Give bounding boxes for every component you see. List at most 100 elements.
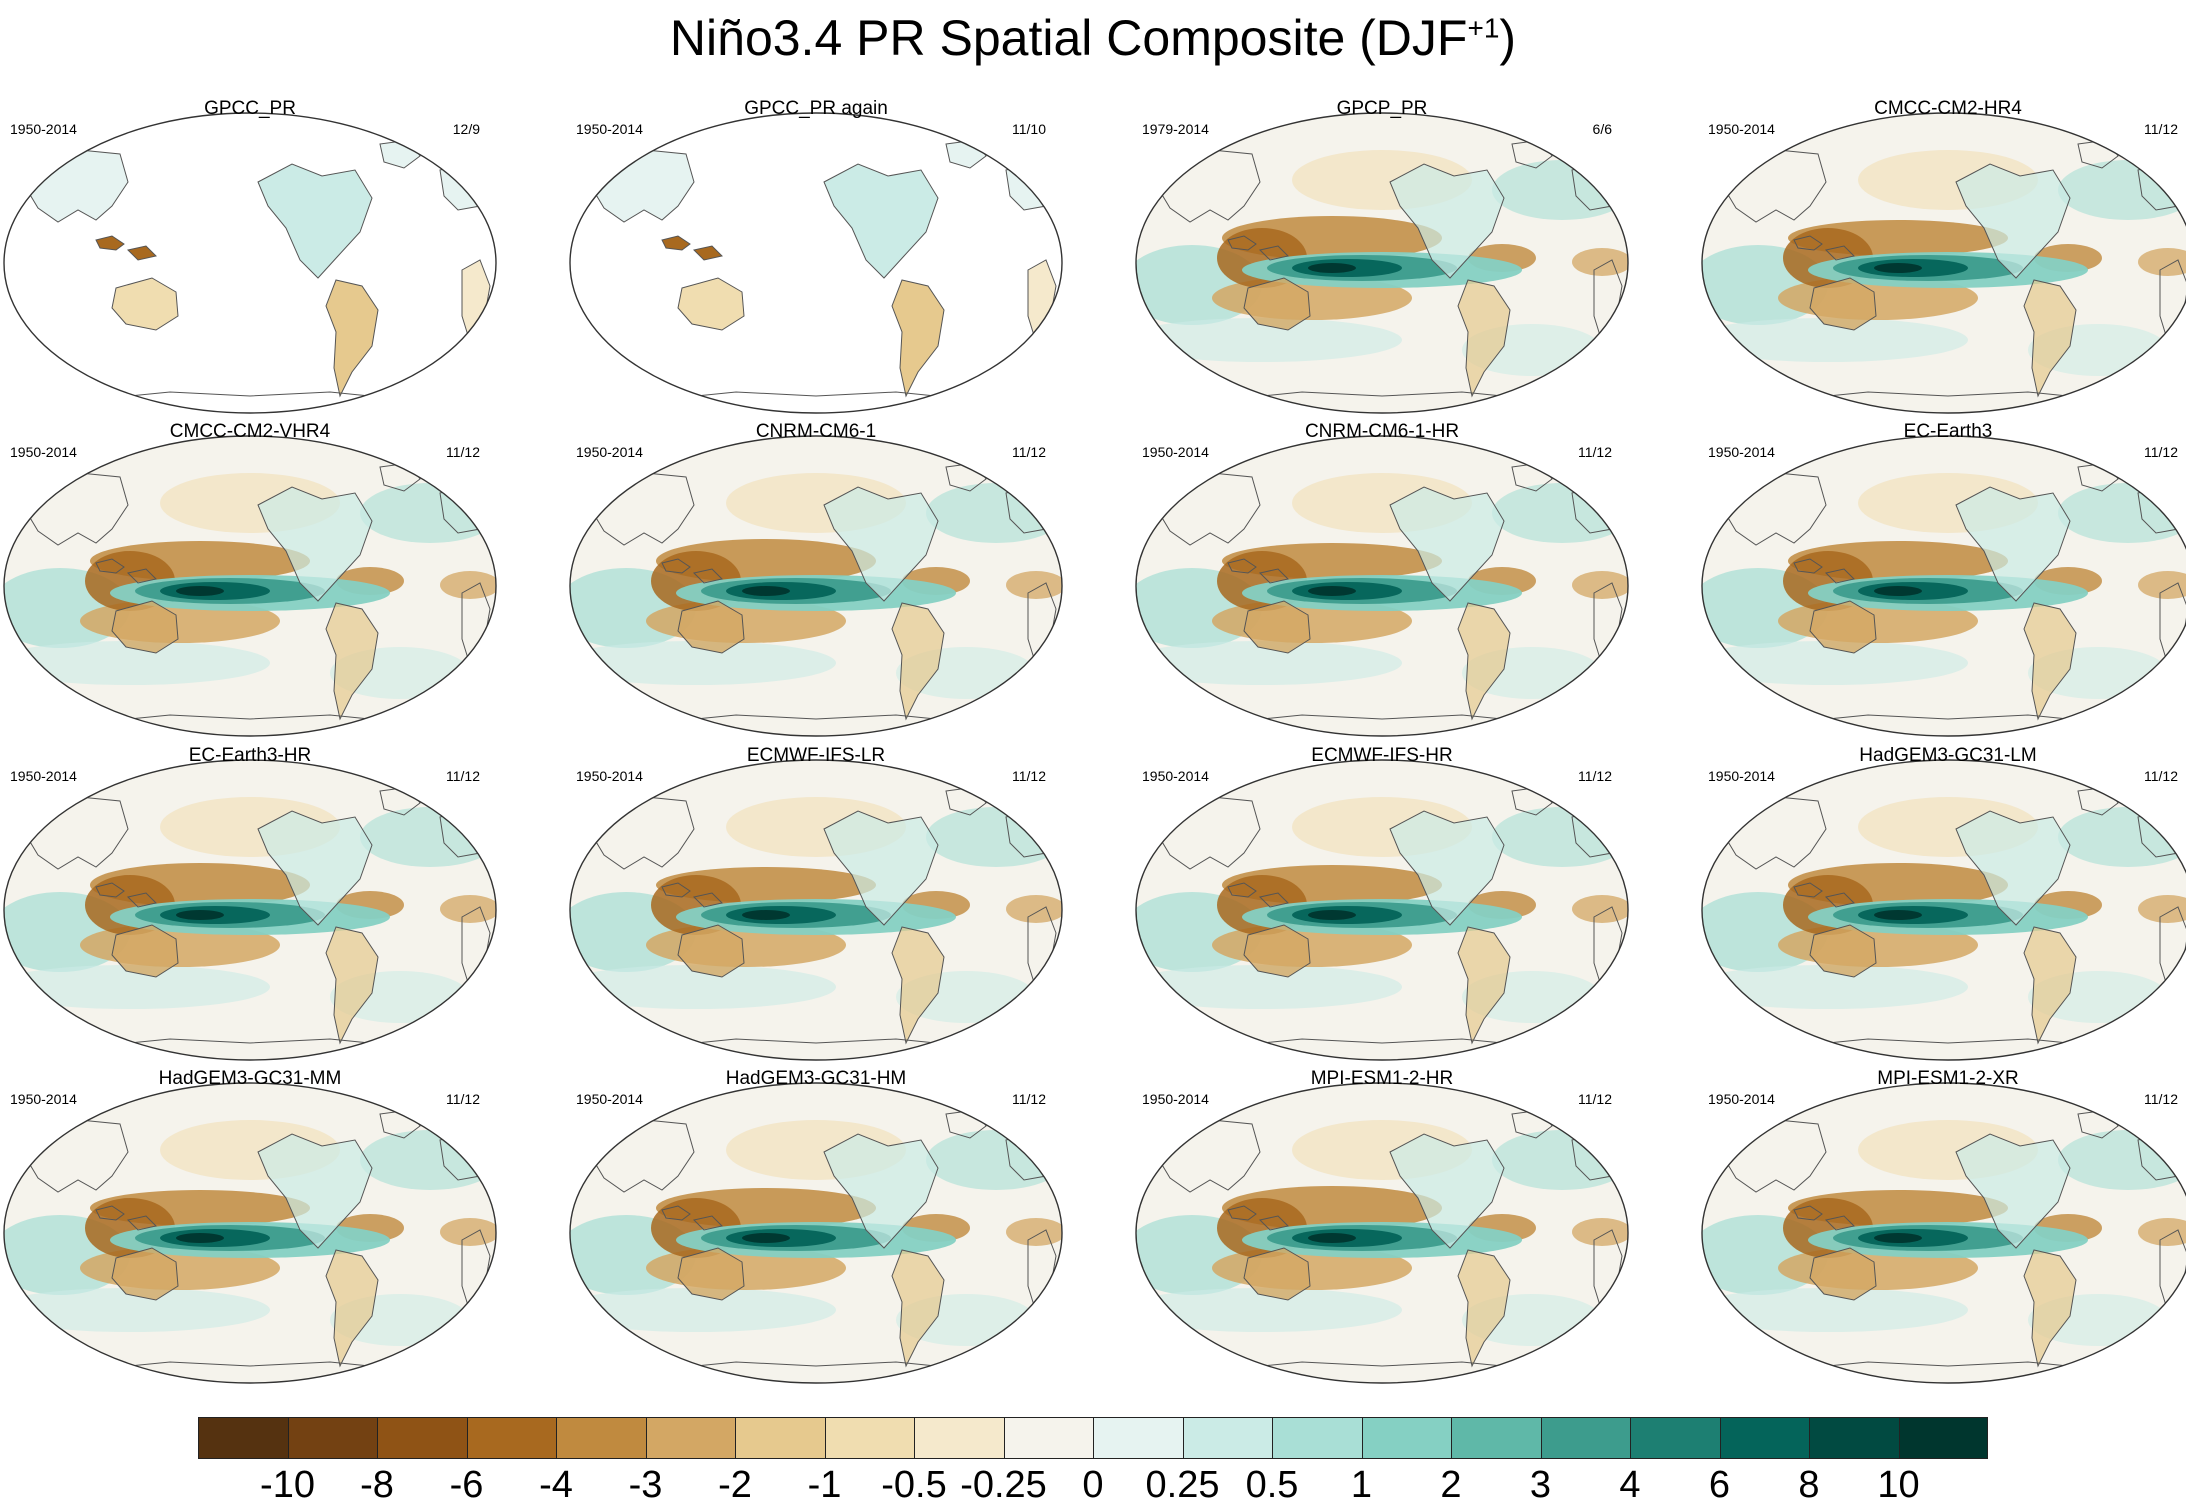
panel-title: MPI-ESM1-2-XR bbox=[1877, 1068, 2019, 1089]
panel-years: 1950-2014 bbox=[1142, 1091, 1209, 1107]
map-border bbox=[1135, 759, 1629, 1061]
world-map bbox=[1135, 759, 1629, 1061]
colorbar-swatch bbox=[1451, 1417, 1542, 1459]
colorbar-swatch bbox=[735, 1417, 826, 1459]
title-main: Niño3.4 PR Spatial Composite (DJF bbox=[669, 10, 1468, 66]
world-map bbox=[3, 435, 497, 737]
map-panel: CMCC-CM2-VHR4 1950-2014 11/12 bbox=[0, 421, 500, 739]
panel-count: 11/12 bbox=[1578, 768, 1612, 784]
colorbar-swatch bbox=[914, 1417, 1005, 1459]
world-map bbox=[569, 112, 1063, 414]
panel-title: ECMWF-IFS-LR bbox=[746, 745, 886, 766]
colorbar-tick-label: 3 bbox=[1529, 1464, 1552, 1506]
panel-title: HadGEM3-GC31-MM bbox=[158, 1068, 342, 1089]
panel-title: GPCC_PR bbox=[204, 98, 296, 119]
colorbar-tick-label: -8 bbox=[360, 1464, 394, 1506]
map-panel: MPI-ESM1-2-XR 1950-2014 11/12 bbox=[1698, 1068, 2186, 1386]
panel-title: CNRM-CM6-1 bbox=[755, 421, 877, 442]
world-map bbox=[569, 759, 1063, 1061]
colorbar-swatch bbox=[556, 1417, 647, 1459]
panel-years: 1950-2014 bbox=[576, 768, 643, 784]
map-border bbox=[1701, 435, 2186, 737]
panel-count: 11/12 bbox=[2144, 121, 2178, 137]
world-map bbox=[1135, 1082, 1629, 1384]
colorbar-swatch bbox=[824, 1417, 915, 1459]
map-panel: GPCC_PR 1950-2014 12/9 bbox=[0, 98, 500, 416]
panel-title: HadGEM3-GC31-LM bbox=[1859, 745, 2037, 766]
panel-title: MPI-ESM1-2-HR bbox=[1310, 1068, 1454, 1089]
map-border bbox=[1701, 112, 2186, 414]
map-border bbox=[3, 759, 497, 1061]
colorbar-tick-label: -10 bbox=[260, 1464, 315, 1506]
map-border bbox=[569, 435, 1063, 737]
map-panel: HadGEM3-GC31-HM 1950-2014 11/12 bbox=[566, 1068, 1066, 1386]
panel-title: EC-Earth3-HR bbox=[188, 745, 312, 766]
panel-title: ECMWF-IFS-HR bbox=[1311, 745, 1453, 766]
colorbar-tick-label: -0.25 bbox=[960, 1464, 1047, 1506]
world-map bbox=[1701, 112, 2186, 414]
world-map bbox=[1701, 759, 2186, 1061]
map-panel: ECMWF-IFS-LR 1950-2014 11/12 bbox=[566, 745, 1066, 1063]
world-map bbox=[569, 1082, 1063, 1384]
panel-years: 1950-2014 bbox=[10, 121, 77, 137]
colorbar-tick-label: 2 bbox=[1440, 1464, 1462, 1506]
colorbar-labels: -10 -8 -6 -4 -3 -2 -1 -0.5 -0.25 0 0.25 0.5 1 2 3 4 6 8 10 bbox=[198, 1463, 1988, 1509]
map-border bbox=[3, 435, 497, 737]
panel-years: 1950-2014 bbox=[1142, 768, 1209, 784]
panel-count: 11/12 bbox=[1012, 768, 1046, 784]
panel-title: EC-Earth3 bbox=[1903, 421, 1993, 442]
panel-title: GPCP_PR bbox=[1336, 98, 1428, 119]
panel-title: CMCC-CM2-HR4 bbox=[1874, 98, 2022, 119]
coastlines bbox=[1723, 786, 2186, 1048]
world-map bbox=[569, 435, 1063, 737]
map-border bbox=[569, 759, 1063, 1061]
colorbar-swatch bbox=[198, 1417, 289, 1459]
colorbar-tick-label: 8 bbox=[1798, 1464, 1820, 1506]
map-border bbox=[1701, 759, 2186, 1061]
colorbar-tick-label: -6 bbox=[449, 1464, 484, 1506]
colorbar-swatch bbox=[1272, 1417, 1363, 1459]
panel-years: 1979-2014 bbox=[1142, 121, 1209, 137]
panel-count: 11/12 bbox=[2144, 444, 2178, 460]
panel-count: 11/12 bbox=[1578, 1091, 1612, 1107]
colorbar-swatch bbox=[1719, 1417, 1810, 1459]
panel-count: 11/12 bbox=[1012, 1091, 1046, 1107]
map-panel: GPCC_PR again 1950-2014 11/10 bbox=[566, 98, 1066, 416]
map-border bbox=[569, 112, 1063, 414]
map-panel: EC-Earth3 1950-2014 11/12 bbox=[1698, 421, 2186, 739]
map-border bbox=[3, 112, 497, 414]
map-border bbox=[1701, 1082, 2186, 1384]
coastlines bbox=[1157, 139, 1623, 401]
world-map bbox=[3, 112, 497, 414]
coastlines bbox=[591, 462, 1057, 724]
panel-years: 1950-2014 bbox=[576, 121, 643, 137]
title-close: ) bbox=[1499, 10, 1517, 66]
colorbar-tick-label: -1 bbox=[807, 1464, 842, 1506]
panel-years: 1950-2014 bbox=[576, 444, 643, 460]
panel-title: GPCC_PR again bbox=[744, 98, 888, 119]
panel-count: 11/12 bbox=[2144, 1091, 2178, 1107]
colorbar-swatch bbox=[1809, 1417, 1900, 1459]
colorbar-swatch bbox=[466, 1417, 557, 1459]
panel-count: 12/9 bbox=[452, 121, 480, 137]
panel-years: 1950-2014 bbox=[10, 444, 77, 460]
coastlines bbox=[25, 786, 491, 1048]
map-panel: ECMWF-IFS-HR 1950-2014 11/12 bbox=[1132, 745, 1632, 1063]
colorbar-tick-label: -3 bbox=[628, 1464, 663, 1506]
map-panel: CMCC-CM2-HR4 1950-2014 11/12 bbox=[1698, 98, 2186, 416]
colorbar-tick-label: -4 bbox=[539, 1464, 573, 1506]
panel-years: 1950-2014 bbox=[576, 1091, 643, 1107]
colorbar-swatch bbox=[287, 1417, 378, 1459]
colorbar-swatch bbox=[1182, 1417, 1273, 1459]
precip-field bbox=[570, 760, 1062, 1060]
map-panel: HadGEM3-GC31-MM 1950-2014 11/12 bbox=[0, 1068, 500, 1386]
panel-years: 1950-2014 bbox=[1708, 444, 1775, 460]
map-border bbox=[1135, 1082, 1629, 1384]
colorbar-tick-label: 0 bbox=[1082, 1464, 1104, 1506]
panel-years: 1950-2014 bbox=[1708, 121, 1775, 137]
colorbar bbox=[198, 1417, 1988, 1461]
colorbar-tick-label: 1 bbox=[1350, 1464, 1373, 1506]
title-superscript: +1 bbox=[1467, 12, 1500, 44]
map-panel: CNRM-CM6-1 1950-2014 11/12 bbox=[566, 421, 1066, 739]
colorbar-swatch bbox=[377, 1417, 468, 1459]
